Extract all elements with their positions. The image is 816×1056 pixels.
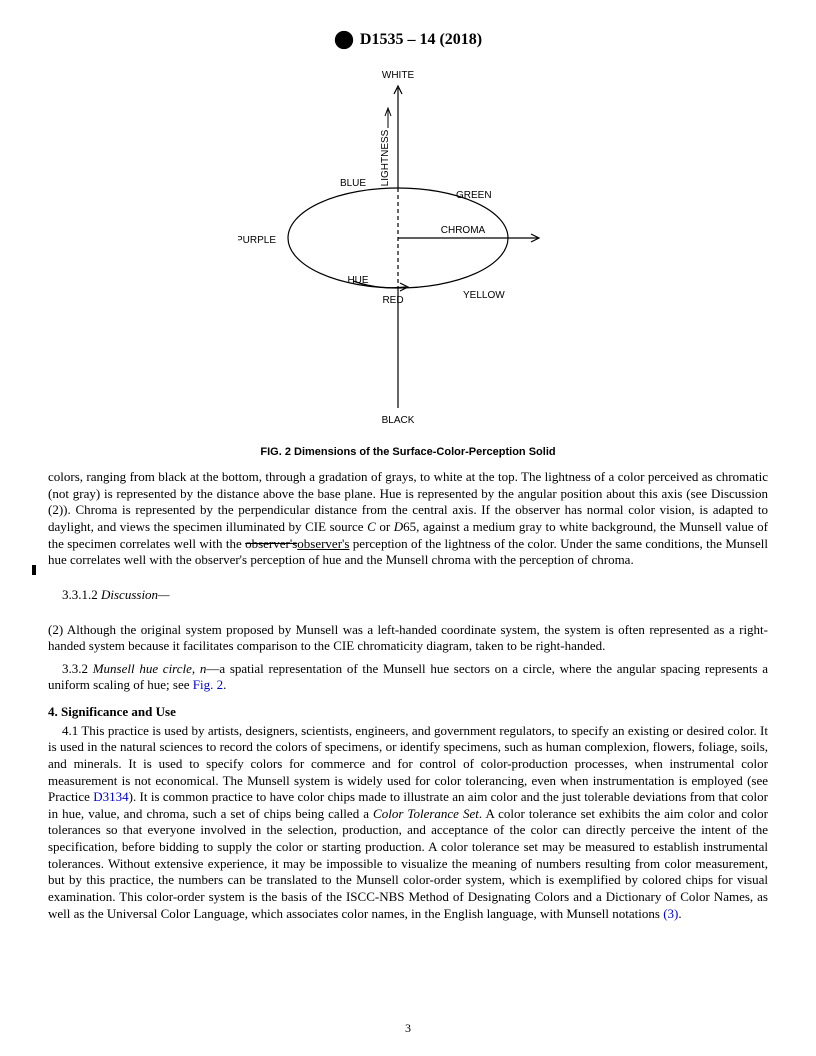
p1-italic-d: D — [394, 519, 403, 534]
p4d: . — [678, 906, 681, 921]
section-4-heading: 4. Significance and Use — [48, 704, 768, 721]
p1-strike: observer's — [245, 536, 297, 551]
lightness-axis-label: LIGHTNESS — [380, 130, 391, 187]
white-label: WHITE — [382, 70, 415, 81]
chroma-axis-label: CHROMA — [441, 225, 486, 236]
ref3-link[interactable]: (3) — [663, 906, 678, 921]
paragraph-41: 4.1 This practice is used by artists, de… — [48, 723, 768, 923]
d3134-link[interactable]: D3134 — [93, 789, 128, 804]
p4-num: 4.1 — [62, 723, 81, 738]
page-number: 3 — [0, 1021, 816, 1036]
p1-italic-c: C — [367, 519, 376, 534]
paragraph-332: 3.3.2 Munsell hue circle, n—a spatial re… — [48, 661, 768, 694]
hue-axis-label: HUE — [347, 275, 368, 286]
svg-text:ASTM: ASTM — [337, 39, 351, 45]
p3-term: Munsell hue circle, n — [93, 661, 207, 676]
paragraph-discussion-2: (2) Although the original system propose… — [48, 622, 768, 655]
discussion-heading: 3.3.1.2 Discussion— — [48, 587, 768, 604]
purple-label: PURPLE — [238, 235, 276, 246]
figure-2: LIGHTNESS WHITE BLACK BLUE GREEN PURPLE … — [48, 58, 768, 459]
green-label: GREEN — [456, 190, 492, 201]
p1-mid: or — [376, 519, 394, 534]
p3-num: 3.3.2 — [62, 661, 93, 676]
p1-under: observer's — [297, 536, 349, 551]
p4c: . A color tolerance set exhibits the aim… — [48, 806, 768, 921]
document-designation: D1535 – 14 (2018) — [360, 30, 482, 50]
black-label: BLACK — [382, 415, 415, 426]
cts-italic: Color Tolerance Set — [373, 806, 479, 821]
p2-num: (2) — [48, 622, 63, 637]
paragraph-colors: colors, ranging from black at the bottom… — [48, 469, 768, 569]
figure-caption: FIG. 2 Dimensions of the Surface-Color-P… — [48, 445, 768, 459]
p3-end: . — [223, 677, 226, 692]
fig2-link[interactable]: Fig. 2 — [193, 677, 223, 692]
discussion-num: 3.3.1.2 — [62, 587, 101, 602]
p2-text: Although the original system proposed by… — [48, 622, 768, 654]
blue-label: BLUE — [340, 178, 366, 189]
discussion-label-text: Discussion— — [101, 587, 170, 602]
munsell-diagram: LIGHTNESS WHITE BLACK BLUE GREEN PURPLE … — [238, 58, 578, 438]
yellow-label: YELLOW — [463, 290, 505, 301]
red-label: RED — [382, 295, 403, 306]
astm-logo-icon: ASTM — [334, 30, 354, 50]
document-header: ASTM D1535 – 14 (2018) — [48, 30, 768, 50]
change-bar-icon — [32, 565, 36, 575]
